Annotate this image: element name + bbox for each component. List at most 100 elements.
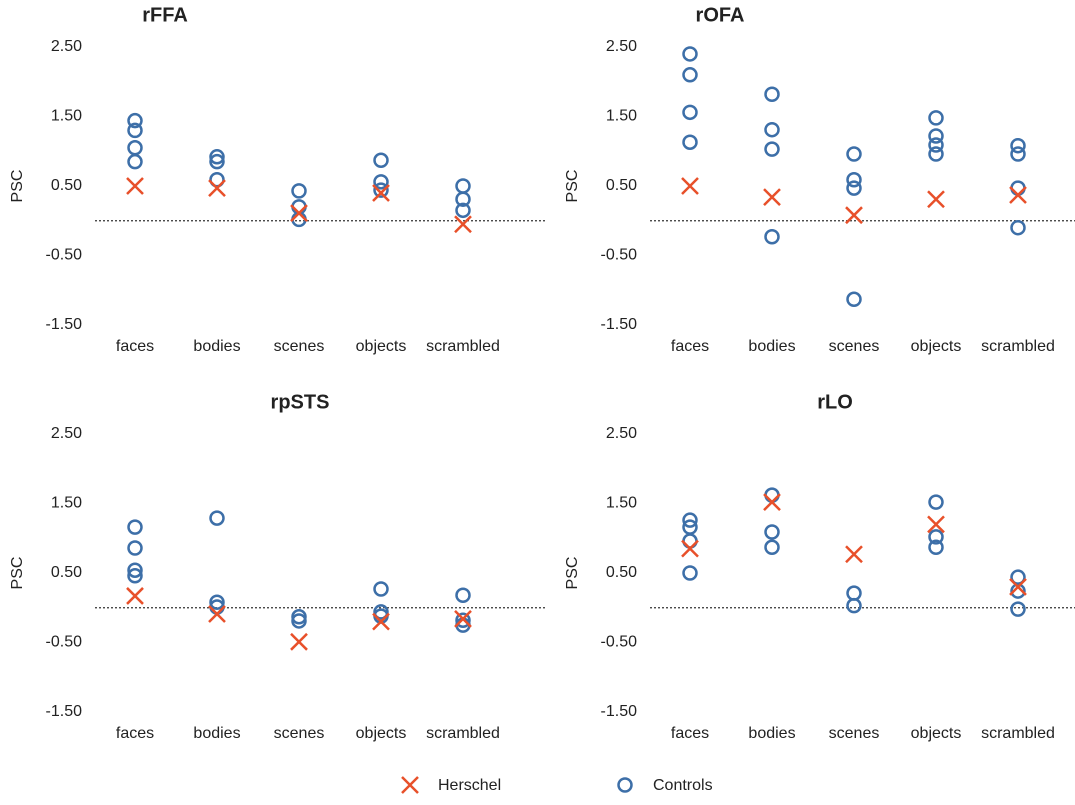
x-tick-label: bodies: [748, 725, 795, 742]
control-point: [455, 178, 471, 194]
control-point: [209, 594, 225, 610]
herschel-point: [681, 177, 699, 195]
herschel-point: [290, 632, 308, 651]
control-point: [1010, 583, 1026, 599]
herschel-point: [1009, 578, 1027, 596]
y-tick-label: -1.50: [601, 703, 638, 720]
x-tick-label: faces: [671, 338, 709, 355]
herschel-point: [126, 177, 144, 195]
herschel-point: [454, 609, 472, 628]
control-point: [928, 128, 944, 144]
control-point: [209, 171, 225, 188]
y-tick-label: 0.50: [606, 177, 637, 194]
herschel-point: [372, 612, 390, 631]
x-tick-label: bodies: [193, 338, 240, 355]
y-tick-label: -0.50: [46, 247, 83, 264]
y-tick-label: 1.50: [51, 108, 82, 125]
control-point: [928, 529, 944, 545]
x-tick-label: bodies: [748, 338, 795, 355]
x-tick-label: scrambled: [981, 725, 1055, 742]
x-tick-label: objects: [911, 338, 962, 355]
control-point: [209, 153, 225, 170]
herschel-point: [927, 515, 945, 534]
y-tick-label: -1.50: [601, 316, 638, 333]
control-point: [764, 86, 780, 103]
herschel-point: [927, 190, 945, 209]
control-point: [1010, 137, 1026, 154]
y-tick-label: 1.50: [606, 495, 637, 512]
control-point: [764, 228, 780, 245]
legend-marker: [617, 777, 633, 793]
x-tick-label: objects: [356, 338, 407, 355]
control-point: [682, 67, 698, 83]
control-point: [1010, 180, 1026, 196]
control-point: [455, 202, 471, 219]
legend-label: Herschel: [438, 777, 501, 794]
control-point: [928, 110, 944, 126]
control-point: [127, 562, 143, 578]
control-point: [846, 291, 862, 308]
herschel-point: [845, 545, 863, 564]
y-tick-label: -0.50: [601, 247, 638, 264]
control-point: [928, 494, 944, 510]
x-tick-label: bodies: [193, 725, 240, 742]
y-tick-label: 2.50: [51, 38, 82, 55]
x-tick-label: faces: [116, 725, 154, 742]
control-point: [846, 146, 862, 162]
y-tick-label: 2.50: [606, 38, 637, 55]
control-point: [764, 539, 780, 556]
control-point: [928, 137, 944, 153]
herschel-point: [763, 493, 781, 511]
control-point: [291, 613, 307, 629]
control-point: [846, 180, 862, 196]
control-point: [127, 540, 143, 556]
control-point: [682, 512, 698, 528]
x-tick-label: objects: [911, 725, 962, 742]
control-point: [846, 171, 862, 188]
panel-title: rFFA: [142, 4, 188, 26]
control-point: [682, 46, 698, 62]
herschel-point: [208, 179, 226, 197]
control-point: [764, 524, 780, 540]
y-tick-label: 1.50: [51, 495, 82, 512]
herschel-point: [763, 188, 781, 207]
legend-label: Controls: [653, 777, 713, 794]
y-tick-label: -0.50: [601, 634, 638, 651]
control-point: [373, 152, 389, 169]
x-tick-label: faces: [671, 725, 709, 742]
control-point: [455, 612, 471, 629]
y-tick-label: 0.50: [606, 564, 637, 581]
x-tick-label: scenes: [274, 725, 325, 742]
control-point: [928, 539, 944, 556]
herschel-point: [454, 215, 472, 234]
control-point: [127, 568, 143, 584]
x-tick-label: scrambled: [426, 725, 500, 742]
x-tick-label: scenes: [274, 338, 325, 355]
control-point: [127, 112, 143, 129]
herschel-point: [290, 204, 308, 222]
control-point: [291, 183, 307, 199]
y-tick-label: 0.50: [51, 564, 82, 581]
y-tick-label: -1.50: [46, 703, 83, 720]
x-tick-label: scrambled: [981, 338, 1055, 355]
control-point: [373, 174, 389, 190]
control-point: [373, 182, 389, 198]
y-tick-label: 2.50: [51, 425, 82, 442]
control-point: [127, 519, 143, 535]
y-tick-label: 2.50: [606, 425, 637, 442]
control-point: [764, 121, 780, 138]
control-point: [682, 104, 698, 121]
y-tick-label: -1.50: [46, 316, 83, 333]
y-tick-label: 0.50: [51, 177, 82, 194]
control-point: [127, 153, 143, 170]
y-axis-label: PSC: [564, 557, 581, 590]
control-point: [1010, 146, 1026, 162]
control-point: [928, 146, 944, 162]
herschel-point: [126, 587, 144, 605]
control-point: [127, 122, 143, 139]
x-tick-label: faces: [116, 338, 154, 355]
control-point: [1010, 601, 1026, 617]
herschel-point: [845, 206, 863, 225]
herschel-point: [681, 539, 699, 558]
